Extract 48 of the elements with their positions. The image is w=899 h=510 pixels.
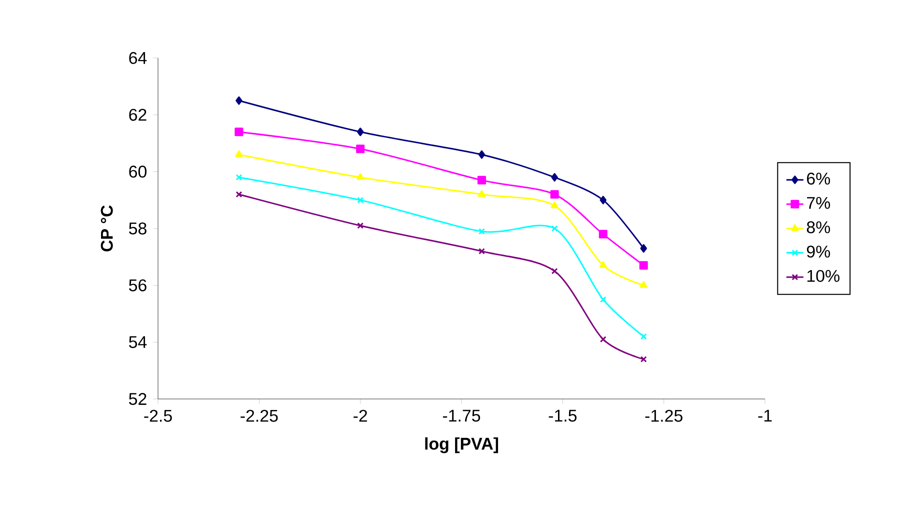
point — [478, 150, 486, 159]
point — [640, 281, 648, 288]
point — [640, 333, 647, 340]
point — [600, 196, 607, 204]
point — [477, 176, 486, 184]
point — [551, 268, 558, 274]
point — [357, 196, 364, 204]
point — [550, 190, 559, 199]
legend-label: 8% — [806, 221, 830, 234]
legend-label: 10% — [807, 270, 840, 282]
point — [236, 96, 242, 105]
legend-label: 9% — [806, 246, 830, 258]
point — [599, 261, 607, 268]
point — [639, 261, 648, 270]
point — [600, 296, 606, 303]
y-tick-label: 58 — [129, 222, 146, 234]
point — [600, 336, 606, 343]
legend-label: 7% — [807, 196, 830, 209]
x-axis-title: log [PVA] — [425, 437, 498, 454]
point — [356, 128, 364, 136]
point — [356, 144, 365, 154]
y-tick-label: 52 — [129, 392, 146, 405]
point — [356, 173, 364, 180]
x-tick-label: -1 — [758, 410, 772, 422]
x-tick-label: -1.25 — [645, 410, 682, 422]
point — [640, 244, 647, 253]
y-tick-label: 62 — [129, 108, 146, 121]
point — [234, 128, 244, 136]
x-tick-label: -1.75 — [442, 410, 480, 422]
point — [478, 248, 485, 254]
x-tick-label: -2.25 — [240, 410, 278, 422]
legend-label: 6% — [807, 172, 830, 185]
point — [478, 190, 486, 197]
x-tick-label: -1.5 — [548, 410, 577, 422]
point — [551, 173, 558, 182]
y-axis-title: CP °C — [100, 205, 113, 252]
point — [357, 222, 364, 229]
x-tick-label: -2.5 — [144, 410, 172, 422]
point — [551, 225, 558, 232]
y-tick-label: 60 — [129, 166, 147, 178]
y-tick-label: 64 — [129, 52, 147, 64]
y-tick-label: 56 — [129, 279, 146, 292]
point — [235, 150, 243, 158]
point — [598, 230, 608, 238]
x-tick-label: -2 — [354, 410, 368, 422]
point — [550, 202, 558, 208]
point — [478, 228, 485, 235]
y-tick-label: 54 — [129, 336, 147, 348]
